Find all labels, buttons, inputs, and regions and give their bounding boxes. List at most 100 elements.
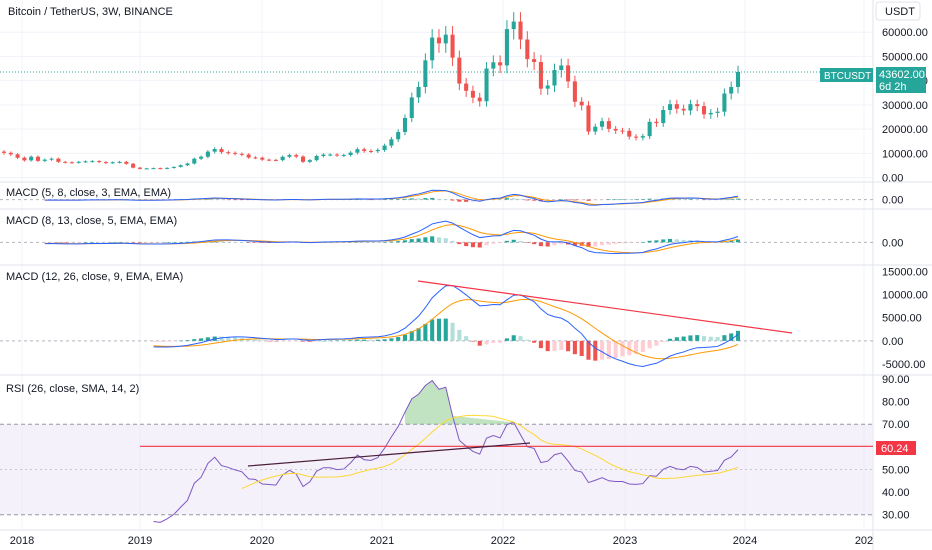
macd3-hist-bar — [634, 340, 639, 354]
rsi-overbought-fill — [404, 380, 514, 425]
candle-body — [185, 163, 190, 166]
candle-body — [144, 168, 149, 170]
macd1-hist-bar — [239, 199, 244, 201]
macd2-hist-bar — [137, 242, 142, 243]
candle-body — [674, 104, 679, 109]
candle-body — [545, 85, 550, 89]
y-tick-label: 90.00 — [882, 374, 910, 386]
macd2-hist-bar — [124, 242, 129, 243]
macd2-hist-bar — [416, 238, 421, 243]
macd2-hist-bar — [409, 239, 414, 243]
candle-body — [409, 97, 414, 118]
macd2-hist-bar — [110, 242, 115, 243]
macd2-hist-bar — [185, 241, 190, 243]
macd1-hist-bar — [552, 199, 557, 201]
candle-body — [294, 155, 299, 157]
price-badge — [876, 67, 926, 93]
macd1-title: MACD (5, 8, close, 3, EMA, EMA) — [6, 187, 171, 199]
candle-body — [212, 148, 217, 152]
macd2-hist-bar — [171, 242, 176, 243]
candle-body — [49, 158, 54, 160]
macd2-hist-bar — [56, 242, 61, 243]
rsi-badge-value: 60.24 — [881, 443, 909, 455]
y-tick-label: 60000.00 — [882, 27, 928, 39]
candle-body — [287, 155, 292, 157]
macd3-hist-bar — [396, 337, 401, 341]
macd1-hist-bar — [715, 199, 720, 201]
candle-body — [76, 161, 81, 163]
macd3-macd-line — [153, 284, 739, 368]
macd2-hist-bar — [219, 241, 224, 243]
panes — [0, 189, 873, 523]
macd2-hist-bar — [97, 242, 102, 243]
macd1-hist-bar — [389, 199, 394, 200]
macd1-hist-bar — [572, 199, 577, 201]
macd1-macd-line — [44, 189, 739, 206]
macd3-hist-bar — [165, 340, 170, 342]
candle-body — [396, 132, 401, 140]
macd2-hist-bar — [735, 239, 741, 243]
macd2-hist-bar — [402, 240, 408, 243]
macd2-hist-bar — [491, 242, 496, 244]
y-tick-label: 50.00 — [882, 464, 910, 476]
macd3-hist-bar — [205, 337, 210, 341]
macd3-hist-bar — [613, 340, 618, 358]
macd1-hist-bar — [430, 197, 435, 200]
candle-body — [532, 59, 537, 63]
macd1-hist-bar — [382, 199, 387, 200]
macd2-hist-bar — [294, 242, 299, 243]
candle-body — [131, 163, 136, 168]
macd2-hist-bar — [287, 242, 292, 243]
macd2-hist-bar — [647, 240, 652, 243]
candle-body — [314, 156, 319, 161]
macd3-hist-bar — [491, 340, 496, 343]
macd3-hist-bar — [233, 337, 238, 341]
macd2-hist-bar — [552, 242, 557, 246]
macd1-hist-bar — [586, 199, 591, 201]
macd3-hist-bar — [545, 340, 550, 352]
macd1-hist-bar — [511, 198, 516, 200]
macd2-hist-bar — [239, 242, 244, 243]
macd1-hist-bar — [457, 199, 462, 202]
macd2-hist-bar — [63, 242, 68, 243]
y-tick-label: 0.00 — [882, 173, 903, 185]
macd3-hist-bar — [430, 319, 435, 341]
candle-body — [8, 152, 13, 155]
macd1-hist-bar — [375, 199, 380, 201]
currency-box[interactable] — [875, 1, 921, 21]
macd2-hist-bar — [423, 237, 428, 243]
macd3-hist-bar — [151, 340, 156, 342]
candle-body — [600, 121, 605, 127]
candle-body — [484, 68, 489, 102]
candle-body — [15, 154, 20, 158]
macd1-hist-bar — [436, 198, 442, 200]
candle-body — [450, 34, 455, 58]
macd3-hist-bar — [511, 335, 516, 341]
candle-body — [654, 121, 659, 124]
candle-body — [307, 160, 312, 162]
macd2-hist-bar — [634, 242, 639, 243]
macd3-hist-bar — [355, 339, 360, 341]
candle-body — [498, 62, 503, 66]
macd3-hist-bar — [586, 340, 591, 360]
candle-body — [382, 145, 387, 150]
candle-body — [579, 101, 584, 106]
macd3-hist-bar — [708, 336, 713, 341]
candle-body — [667, 104, 673, 110]
candle-body — [117, 161, 122, 163]
candle-body — [1, 151, 7, 153]
candle-body — [35, 156, 41, 161]
macd1-hist-bar — [634, 199, 639, 200]
macd1-hist-bar — [627, 199, 632, 200]
macd3-hist-bar — [314, 340, 319, 342]
y-tick-label: 0.00 — [882, 237, 903, 249]
macd3-hist-bar — [688, 335, 693, 341]
macd3-hist-bar — [307, 340, 312, 342]
macd3-hist-bar — [715, 337, 720, 341]
candle-body — [205, 151, 210, 157]
macd3-hist-bar — [436, 318, 442, 341]
macd2-hist-bar — [518, 240, 523, 243]
macd3-hist-bar — [246, 339, 251, 341]
macd-divergence-trendline — [417, 280, 793, 334]
